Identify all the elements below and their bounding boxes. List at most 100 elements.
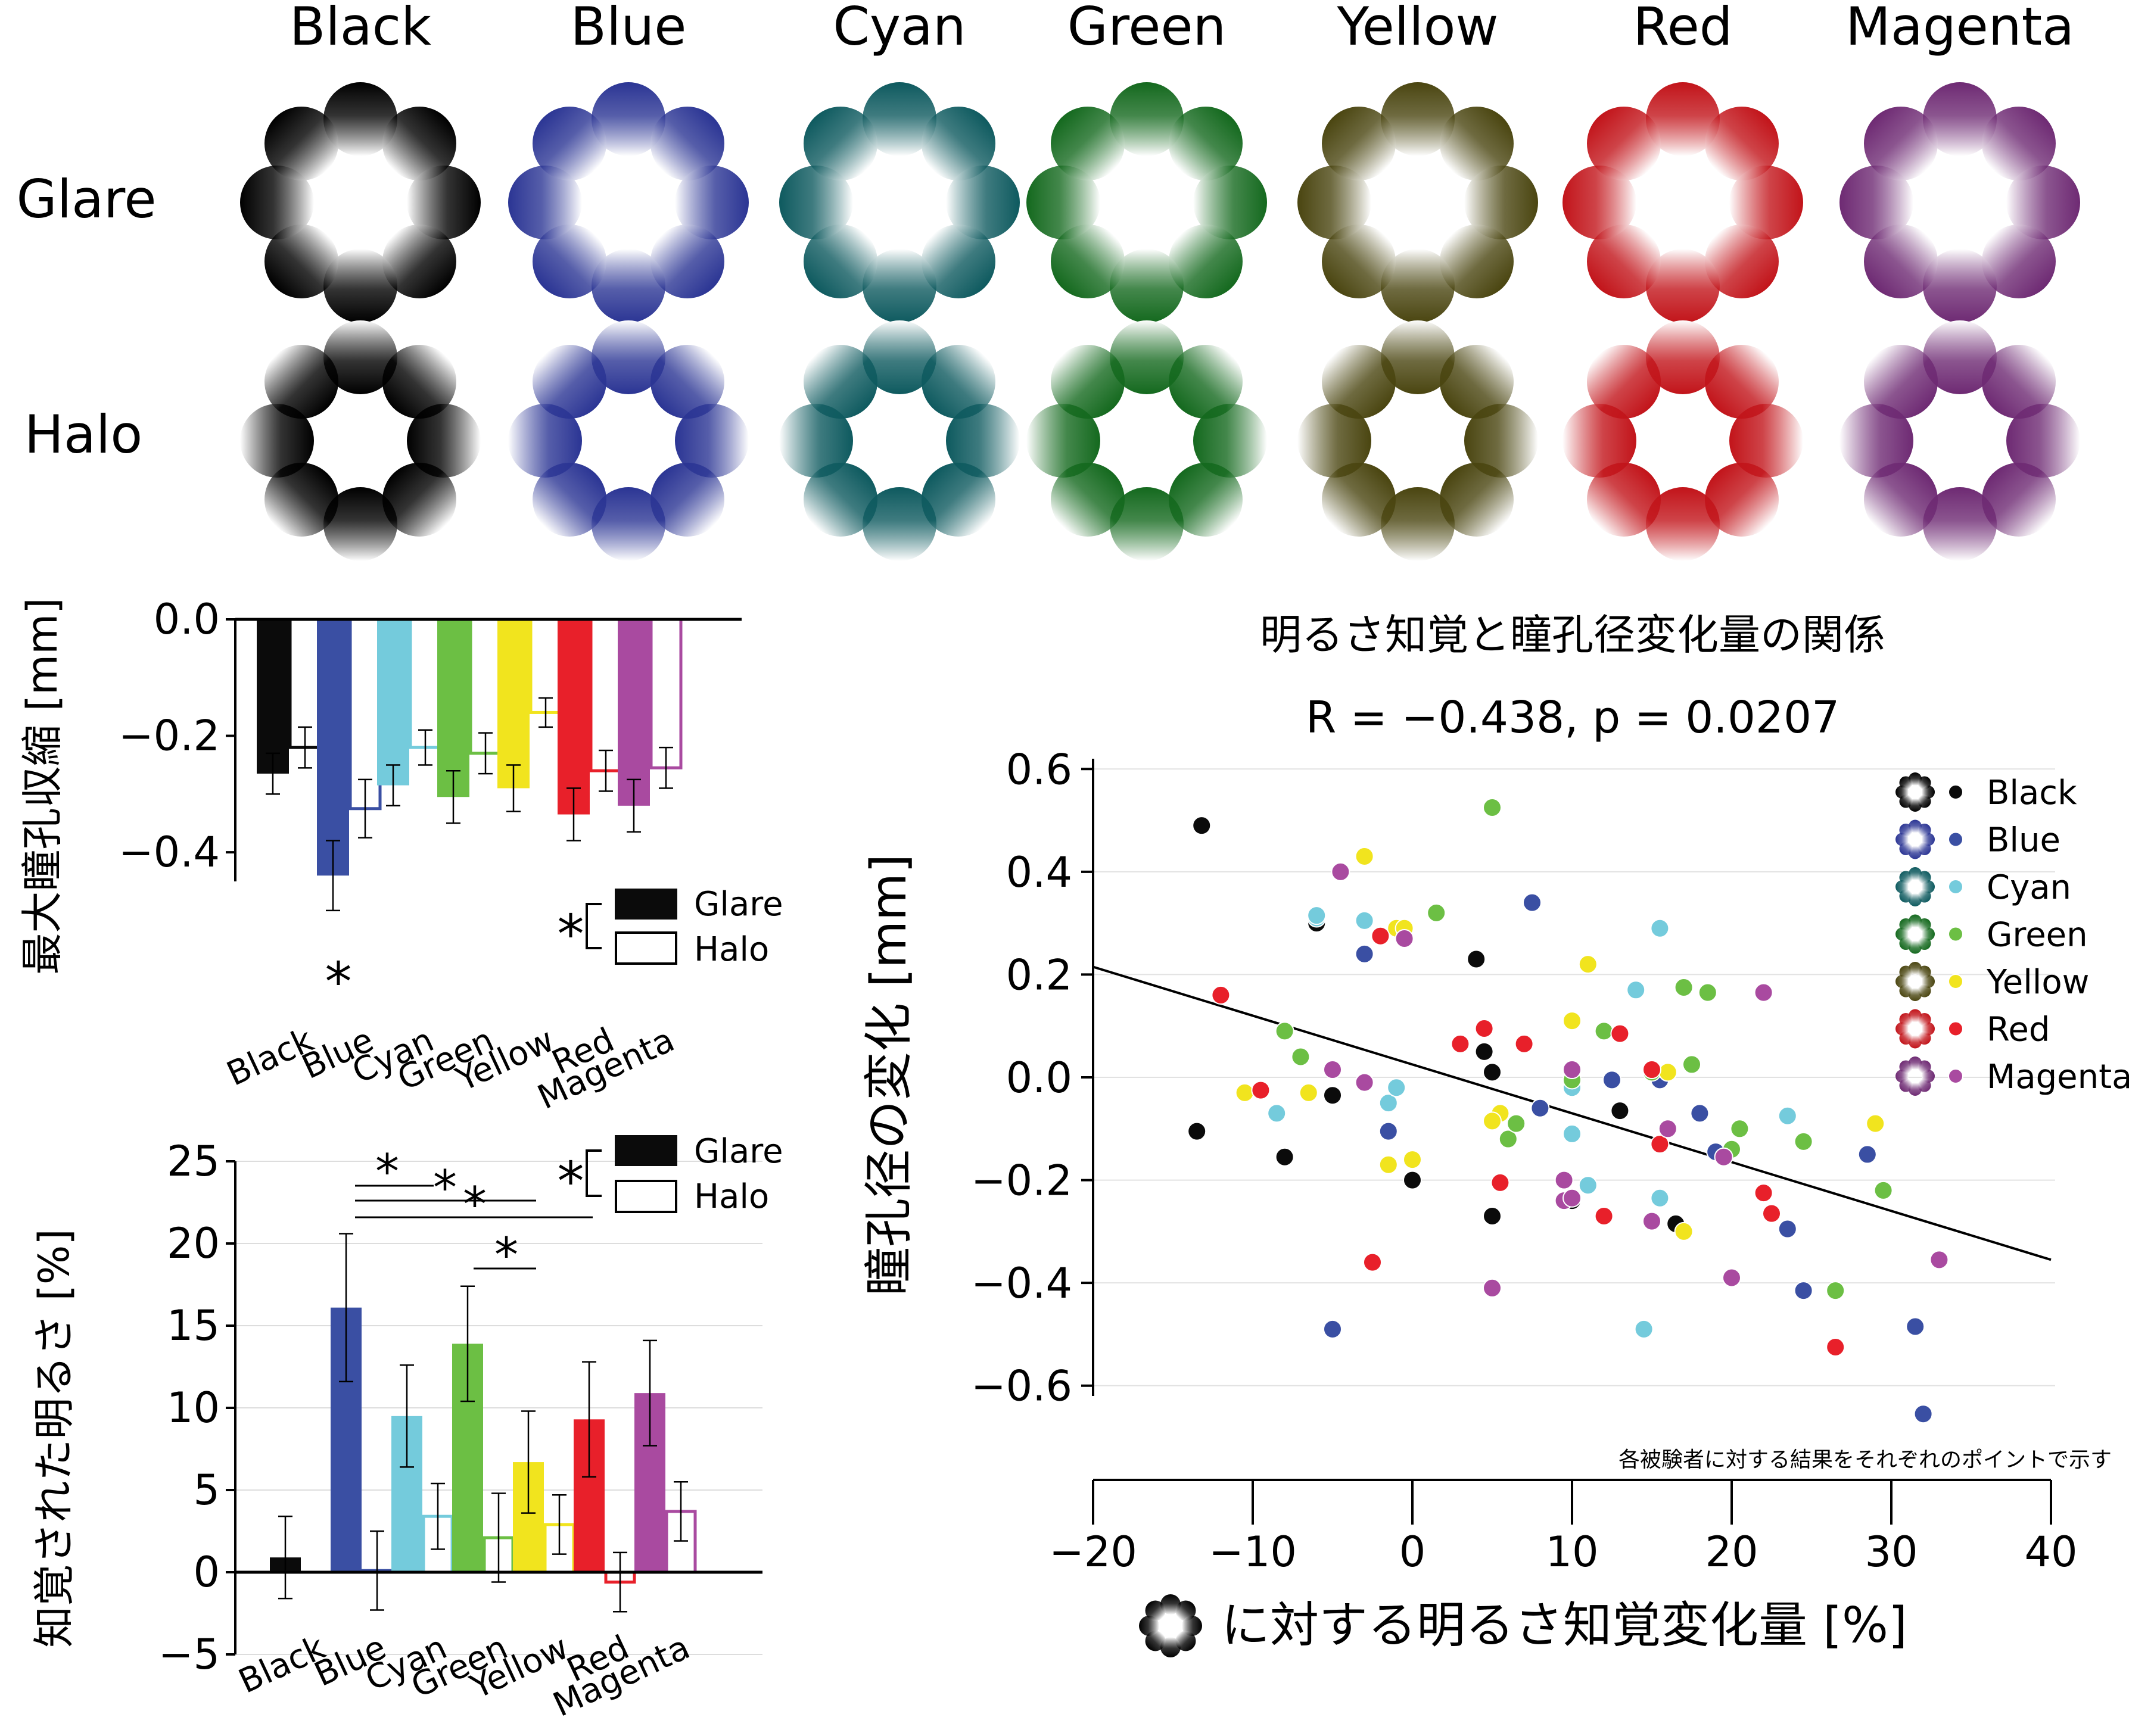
point-cyan xyxy=(1387,1078,1406,1098)
brightness-chart-legend: * Glare Halo xyxy=(558,1132,783,1216)
points-red xyxy=(1211,926,1845,1357)
point-red xyxy=(1451,1034,1470,1054)
sig-star-blue-cyan: * xyxy=(375,1144,399,1199)
bar-glare-magenta xyxy=(618,619,650,806)
ring-dot xyxy=(1110,249,1184,323)
ring-dot xyxy=(592,82,665,156)
error-bar xyxy=(599,749,613,792)
point-green xyxy=(1873,1180,1893,1200)
ring-dot xyxy=(1864,462,1938,537)
ring-dot xyxy=(533,224,607,298)
error-bar xyxy=(446,769,460,824)
point-blue xyxy=(1530,1098,1550,1118)
black-glare-ring-icon xyxy=(1139,1594,1202,1657)
point-red xyxy=(1490,1173,1510,1192)
ring-dot xyxy=(1322,224,1396,298)
point-yellow xyxy=(1378,1155,1398,1174)
y-tick-label: −5 xyxy=(158,1630,220,1679)
column-label-yellow: Yellow xyxy=(1337,0,1499,57)
ring-dot xyxy=(1026,404,1100,478)
scatter-points xyxy=(1187,797,1949,1424)
ring-dot xyxy=(946,166,1020,239)
point-magenta xyxy=(1722,1268,1741,1288)
ring-dot xyxy=(650,462,724,537)
ring-dot xyxy=(592,487,665,561)
ring-dot xyxy=(407,166,481,239)
point-black xyxy=(1192,816,1212,836)
ring-dot xyxy=(1145,1631,1166,1651)
ring-dot xyxy=(1981,224,2056,298)
ring-dot xyxy=(1646,487,1720,561)
ring-dot xyxy=(921,345,995,419)
ring-dot xyxy=(382,224,456,298)
ring-dot xyxy=(863,487,936,561)
ring-dot xyxy=(1168,345,1243,419)
point-cyan xyxy=(1307,906,1327,925)
column-label-blue: Blue xyxy=(571,0,687,57)
point-blue xyxy=(1778,1219,1797,1239)
point-green xyxy=(1291,1047,1311,1067)
ring-dot xyxy=(533,345,607,419)
point-green xyxy=(1826,1281,1845,1301)
point-black xyxy=(1474,1042,1494,1061)
error-bar xyxy=(370,1530,384,1611)
ring-dot xyxy=(921,224,995,298)
ring-dot xyxy=(1587,462,1661,537)
point-green xyxy=(1594,1021,1614,1041)
point-yellow xyxy=(1562,1011,1582,1031)
pupil-chart-bars xyxy=(235,618,742,912)
ring-dot xyxy=(804,107,878,181)
error-bar xyxy=(339,1233,353,1383)
halo-ring-red xyxy=(1562,320,1803,561)
ring-dot xyxy=(1381,487,1455,561)
ring-dot xyxy=(1051,462,1125,537)
x-tick-label: 30 xyxy=(1865,1528,1918,1576)
point-blue xyxy=(1378,1121,1398,1141)
ring-dot xyxy=(1923,82,1997,156)
legend-ring-magenta xyxy=(1895,1056,1935,1096)
ring-dot xyxy=(1562,166,1636,239)
ring-dot xyxy=(1381,82,1455,156)
ring-dot xyxy=(1729,166,1803,239)
error-bar xyxy=(386,764,400,807)
bar-glare-blue xyxy=(317,619,349,876)
halo-ring-green xyxy=(1026,320,1267,561)
point-red xyxy=(1251,1080,1271,1100)
pupil-legend-bracket xyxy=(586,903,602,949)
ring-dot xyxy=(592,320,665,394)
ring-dot xyxy=(1864,224,1938,298)
brightness-significance xyxy=(355,1185,593,1270)
ring-dot xyxy=(1381,249,1455,323)
pupil-chart-y-ticks: 0.0 −0.2 −0.4 xyxy=(119,595,236,881)
ring-dot xyxy=(1439,462,1514,537)
ring-dot xyxy=(323,82,397,156)
ring-dot xyxy=(863,82,936,156)
scatter-note: 各被験者に対する結果をそれぞれのポイントで示す xyxy=(1618,1448,2112,1472)
legend-ring-red xyxy=(1895,1009,1935,1049)
pupil-constriction-chart: 最大瞳孔収縮 [mm] 0.0 −0.2 −0.4 BlackBlueCyanGre… xyxy=(18,595,783,1117)
point-cyan xyxy=(1650,1188,1670,1208)
ring-dot xyxy=(1899,1060,1913,1074)
ring-dot xyxy=(1175,1600,1196,1621)
ring-dot xyxy=(1464,404,1538,478)
ring-dot xyxy=(1322,107,1396,181)
ring-dot xyxy=(1646,249,1720,323)
legend-dot-magenta xyxy=(1948,1068,1963,1084)
point-blue xyxy=(1913,1404,1933,1424)
bar-halo-cyan xyxy=(409,618,442,749)
row-label-glare: Glare xyxy=(17,169,157,230)
pupil-legend-halo-label: Halo xyxy=(694,930,769,969)
x-tick-label: 10 xyxy=(1545,1528,1598,1576)
ring-dot xyxy=(650,224,724,298)
ring-dot xyxy=(1839,404,1913,478)
ring-dot xyxy=(1587,345,1661,419)
ring-dot xyxy=(1168,224,1243,298)
ring-dot xyxy=(1923,320,1997,394)
point-blue xyxy=(1602,1070,1621,1090)
ring-dot xyxy=(863,249,936,323)
point-green xyxy=(1275,1021,1294,1041)
ring-dot xyxy=(1704,224,1779,298)
point-yellow xyxy=(1355,846,1374,866)
ring-dot xyxy=(1168,107,1243,181)
black-glare-ring xyxy=(1139,1594,1202,1657)
